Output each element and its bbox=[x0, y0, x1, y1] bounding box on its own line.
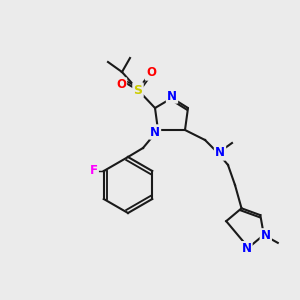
Text: N: N bbox=[261, 229, 271, 242]
Text: O: O bbox=[116, 79, 126, 92]
Text: N: N bbox=[215, 146, 225, 160]
Text: F: F bbox=[90, 164, 98, 178]
Text: S: S bbox=[134, 83, 142, 97]
Text: N: N bbox=[167, 89, 177, 103]
Text: N: N bbox=[150, 125, 160, 139]
Text: N: N bbox=[242, 242, 251, 255]
Text: O: O bbox=[146, 67, 156, 80]
